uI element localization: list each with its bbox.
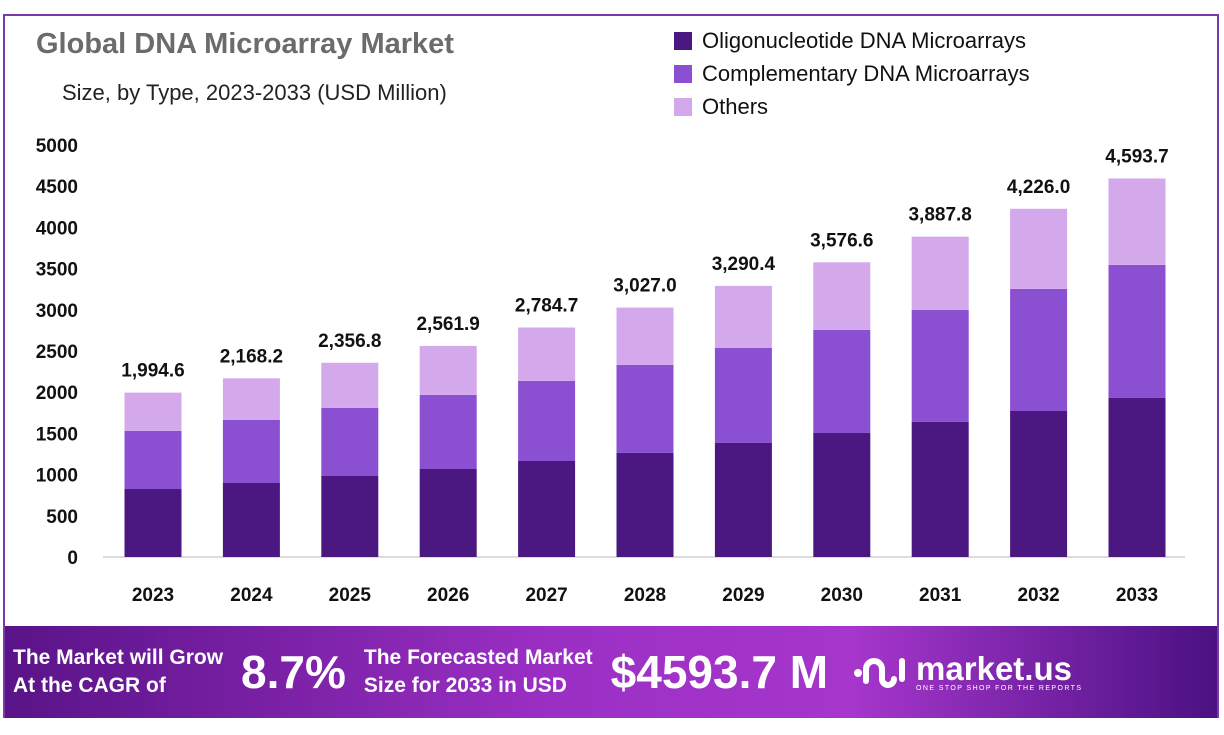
bar-segment-2023-2: [124, 392, 182, 431]
bar-segment-2032-1: [1010, 288, 1068, 411]
legend-swatch: [674, 31, 692, 50]
legend-item-cdna: Complementary DNA Microarrays: [674, 57, 1030, 90]
bar-segment-2023-1: [124, 430, 182, 490]
bar-segment-2027-2: [518, 327, 576, 381]
bar-segment-2032-2: [1010, 208, 1068, 289]
x-tick-label: 2026: [427, 585, 469, 606]
brand-tagline: ONE STOP SHOP FOR THE REPORTS: [916, 684, 1083, 692]
bar-segment-2033-0: [1108, 397, 1166, 557]
legend-label: Oligonucleotide DNA Microarrays: [702, 27, 1027, 53]
total-label: 3,576.6: [810, 230, 873, 251]
y-tick-label: 0: [67, 548, 78, 569]
total-label: 3,887.8: [908, 205, 971, 226]
x-tick-label: 2027: [525, 585, 567, 606]
bar-segment-2033-1: [1108, 264, 1166, 398]
y-tick-label: 4500: [36, 177, 78, 198]
total-label: 2,168.2: [220, 346, 283, 367]
y-tick-label: 1000: [36, 466, 78, 487]
y-tick-label: 1500: [36, 424, 78, 445]
x-tick-label: 2024: [230, 585, 273, 606]
total-label: 2,561.9: [416, 314, 479, 335]
bar-segment-2033-2: [1108, 178, 1166, 265]
summary-banner: The Market will Grow At the CAGR of 8.7% …: [5, 626, 1217, 718]
bar-segment-2029-0: [714, 442, 772, 557]
bar-segment-2028-2: [616, 307, 674, 365]
bar-segment-2026-0: [419, 468, 477, 557]
legend-swatch: [674, 97, 692, 116]
bar-segment-2028-0: [616, 452, 674, 557]
bar-segment-2028-1: [616, 364, 674, 453]
chart-title: Global DNA Microarray Market: [36, 28, 454, 60]
x-tick-label: 2023: [132, 585, 174, 606]
bar-segment-2029-2: [714, 285, 772, 348]
bar-segment-2030-0: [813, 432, 871, 557]
cagr-value: 8.7%: [241, 646, 346, 698]
bar-segment-2026-1: [419, 394, 477, 469]
chart-subtitle: Size, by Type, 2023-2033 (USD Million): [62, 80, 447, 105]
bar-segment-2023-0: [124, 489, 182, 557]
bar-segment-2027-1: [518, 380, 576, 462]
y-tick-label: 5000: [36, 136, 78, 157]
y-tick-label: 2500: [36, 342, 78, 363]
y-tick-label: 500: [46, 507, 78, 528]
bar-segment-2032-0: [1010, 410, 1068, 557]
logo-icon: [854, 658, 906, 688]
forecast-label: The Forecasted Market Size for 2033 in US…: [363, 646, 593, 697]
total-label: 2,784.7: [515, 296, 578, 317]
y-tick-label: 3000: [36, 301, 78, 322]
total-label: 1,994.6: [121, 361, 184, 382]
x-tick-label: 2028: [624, 585, 666, 606]
legend-item-others: Others: [674, 90, 1030, 123]
x-tick-label: 2031: [919, 585, 962, 606]
bar-segment-2031-1: [911, 309, 969, 422]
bar-segment-2031-0: [911, 421, 969, 557]
y-tick-label: 2000: [36, 383, 78, 404]
bar-chart: 0 500 1000 1500 2000 2500 3000 3500 4000 4500 5000…: [36, 136, 1185, 606]
x-tick-label: 2029: [722, 585, 764, 606]
x-tick-label: 2033: [1116, 585, 1158, 606]
bar-segment-2024-0: [222, 483, 280, 557]
x-tick-label: 2032: [1017, 585, 1059, 606]
bar-segment-2030-1: [813, 329, 871, 433]
total-label: 3,290.4: [712, 254, 776, 275]
cagr-label: The Market will Grow At the CAGR of: [13, 646, 224, 697]
x-tick-label: 2025: [329, 585, 372, 606]
legend: Oligonucleotide DNA Microarrays Compleme…: [674, 24, 1030, 123]
legend-item-oligo: Oligonucleotide DNA Microarrays: [674, 24, 1030, 57]
x-tick-label: 2030: [821, 585, 863, 606]
bar-segment-2024-1: [222, 419, 280, 484]
bar-segment-2029-1: [714, 347, 772, 443]
total-label: 2,356.8: [318, 331, 381, 352]
bar-segment-2025-1: [321, 407, 379, 477]
total-label: 3,027.0: [613, 276, 676, 297]
total-label: 4,226.0: [1007, 177, 1070, 198]
bar-segment-2027-0: [518, 461, 576, 557]
legend-label: Others: [702, 93, 769, 119]
bar-segment-2024-2: [222, 378, 280, 420]
legend-swatch: [674, 64, 692, 83]
legend-label: Complementary DNA Microarrays: [702, 60, 1030, 86]
bar-segment-2026-2: [419, 345, 477, 395]
brand-name: market.us: [916, 649, 1072, 687]
total-label: 4,593.7: [1105, 146, 1168, 167]
market-us-logo: market.us ONE STOP SHOP FOR THE REPORTS: [852, 649, 1082, 695]
bar-segment-2025-2: [321, 362, 379, 408]
forecast-value: $4593.7 M: [610, 646, 829, 698]
bar-segment-2030-2: [813, 262, 871, 330]
y-tick-label: 3500: [36, 260, 78, 281]
y-tick-label: 4000: [36, 218, 78, 239]
bar-segment-2025-0: [321, 476, 379, 557]
bar-segment-2031-2: [911, 236, 969, 310]
